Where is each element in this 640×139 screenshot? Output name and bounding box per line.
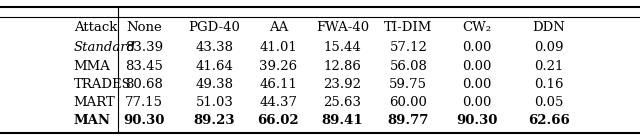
- Text: 77.15: 77.15: [125, 96, 163, 109]
- Text: 90.30: 90.30: [456, 114, 497, 127]
- Text: 43.38: 43.38: [195, 41, 234, 54]
- Text: 0.00: 0.00: [462, 96, 492, 109]
- Text: 0.00: 0.00: [462, 41, 492, 54]
- Text: 89.41: 89.41: [321, 114, 364, 127]
- Text: 62.66: 62.66: [528, 114, 570, 127]
- Text: 56.08: 56.08: [389, 59, 428, 73]
- Text: 0.16: 0.16: [534, 78, 564, 91]
- Text: 66.02: 66.02: [257, 114, 300, 127]
- Text: 49.38: 49.38: [195, 78, 234, 91]
- Text: 39.26: 39.26: [259, 59, 298, 73]
- Text: Attack: Attack: [74, 21, 117, 34]
- Text: 0.05: 0.05: [534, 96, 564, 109]
- Text: 12.86: 12.86: [323, 59, 362, 73]
- Text: Standard: Standard: [74, 41, 136, 54]
- Text: 15.44: 15.44: [324, 41, 361, 54]
- Text: 44.37: 44.37: [259, 96, 298, 109]
- Text: 59.75: 59.75: [389, 78, 428, 91]
- Text: 46.11: 46.11: [259, 78, 298, 91]
- Text: 57.12: 57.12: [389, 41, 428, 54]
- Text: 23.92: 23.92: [323, 78, 362, 91]
- Text: 83.45: 83.45: [125, 59, 163, 73]
- Text: 0.00: 0.00: [462, 78, 492, 91]
- Text: None: None: [126, 21, 162, 34]
- Text: CW₂: CW₂: [462, 21, 492, 34]
- Text: 25.63: 25.63: [323, 96, 362, 109]
- Text: 0.21: 0.21: [534, 59, 564, 73]
- Text: 41.01: 41.01: [260, 41, 297, 54]
- Text: 80.68: 80.68: [125, 78, 163, 91]
- Text: AA: AA: [269, 21, 288, 34]
- Text: 83.39: 83.39: [125, 41, 163, 54]
- Text: 51.03: 51.03: [195, 96, 234, 109]
- Text: MAN: MAN: [74, 114, 111, 127]
- Text: 60.00: 60.00: [389, 96, 428, 109]
- Text: FWA-40: FWA-40: [316, 21, 369, 34]
- Text: 89.23: 89.23: [194, 114, 235, 127]
- Text: 0.09: 0.09: [534, 41, 564, 54]
- Text: MMA: MMA: [74, 59, 111, 73]
- Text: PGD-40: PGD-40: [188, 21, 241, 34]
- Text: TI-DIM: TI-DIM: [384, 21, 433, 34]
- Text: 0.00: 0.00: [462, 59, 492, 73]
- Text: TRADES: TRADES: [74, 78, 131, 91]
- Text: DDN: DDN: [532, 21, 566, 34]
- Text: MART: MART: [74, 96, 115, 109]
- Text: 90.30: 90.30: [124, 114, 164, 127]
- Text: 89.77: 89.77: [388, 114, 429, 127]
- Text: 41.64: 41.64: [195, 59, 234, 73]
